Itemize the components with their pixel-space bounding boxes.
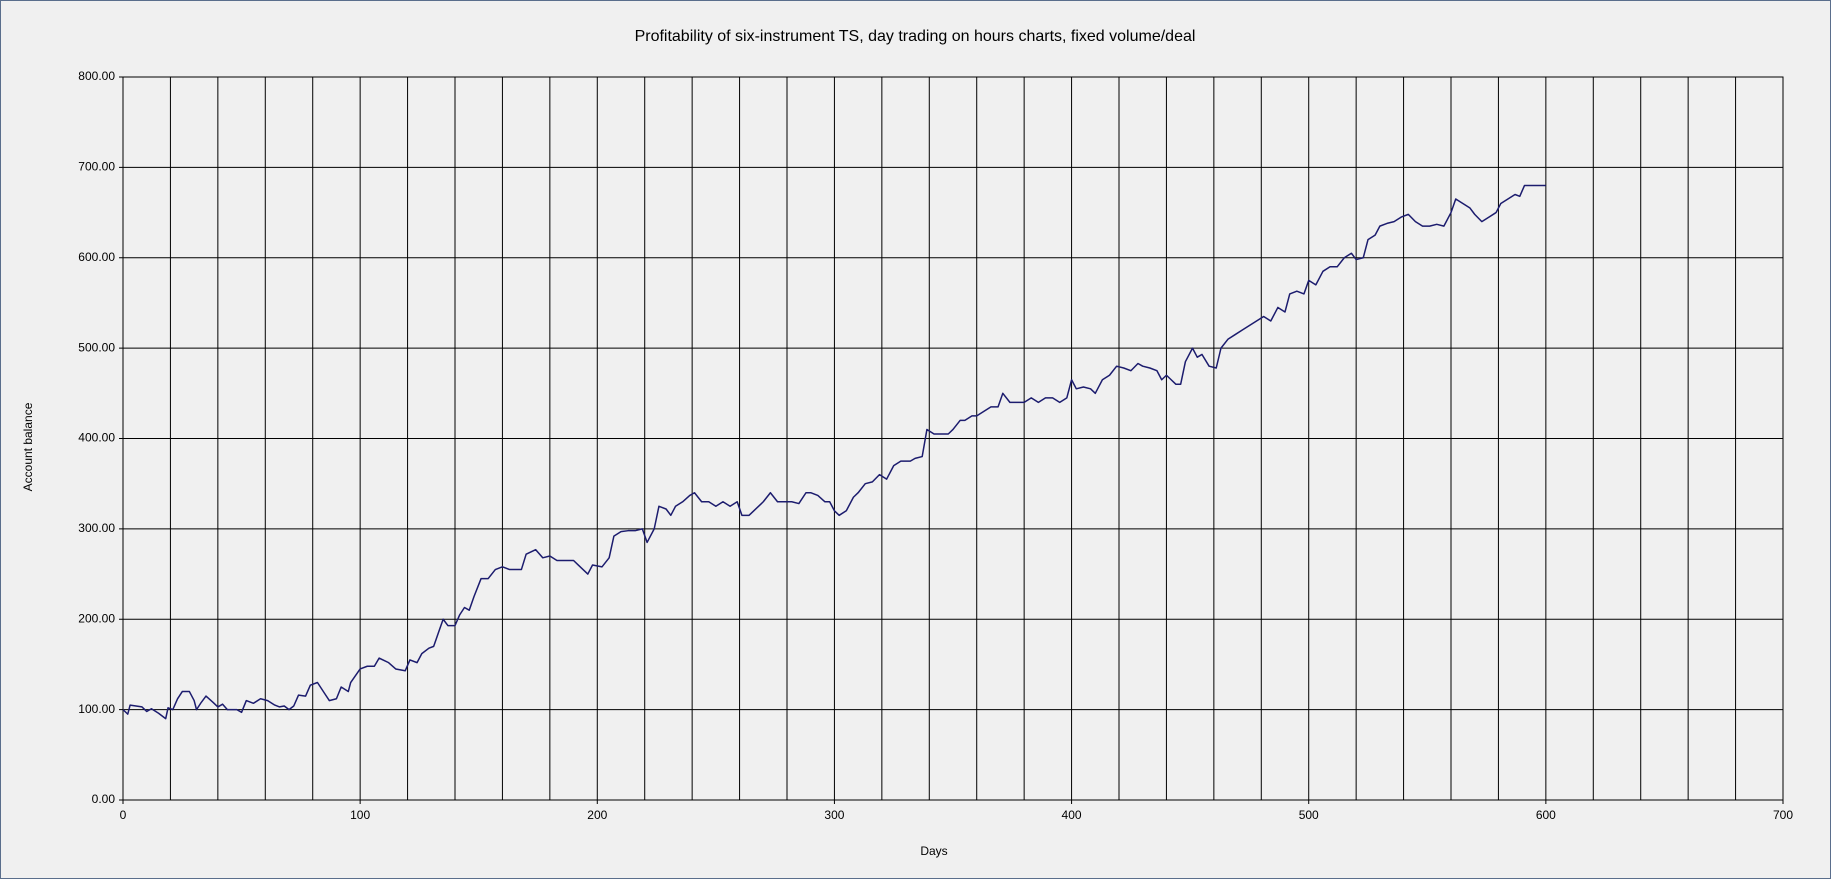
x-tick-label: 700 xyxy=(1773,808,1793,822)
x-tick-label: 400 xyxy=(1062,808,1082,822)
x-tick-label: 200 xyxy=(587,808,607,822)
y-axis-label: Account balance xyxy=(21,402,35,491)
x-axis-label: Days xyxy=(920,844,947,858)
x-tick-label: 500 xyxy=(1299,808,1319,822)
x-tick-label: 600 xyxy=(1536,808,1556,822)
y-tick-label: 100.00 xyxy=(78,702,115,716)
line xyxy=(122,184,1546,720)
x-tick-label: 0 xyxy=(120,808,127,822)
y-tick-label: 400.00 xyxy=(78,431,115,445)
y-tick-label: 700.00 xyxy=(78,160,115,174)
y-tick-label: 300.00 xyxy=(78,521,115,535)
x-tick-label: 300 xyxy=(824,808,844,822)
y-tick-label: 0.00 xyxy=(92,792,116,806)
y-tick-label: 500.00 xyxy=(78,340,115,354)
y-tick-label: 200.00 xyxy=(78,611,115,625)
chart-title: Profitability of six-instrument TS, day … xyxy=(635,28,1196,45)
x-tick-label: 100 xyxy=(350,808,370,822)
y-tick-label: 600.00 xyxy=(78,250,115,264)
y-tick-label: 800.00 xyxy=(78,69,115,83)
